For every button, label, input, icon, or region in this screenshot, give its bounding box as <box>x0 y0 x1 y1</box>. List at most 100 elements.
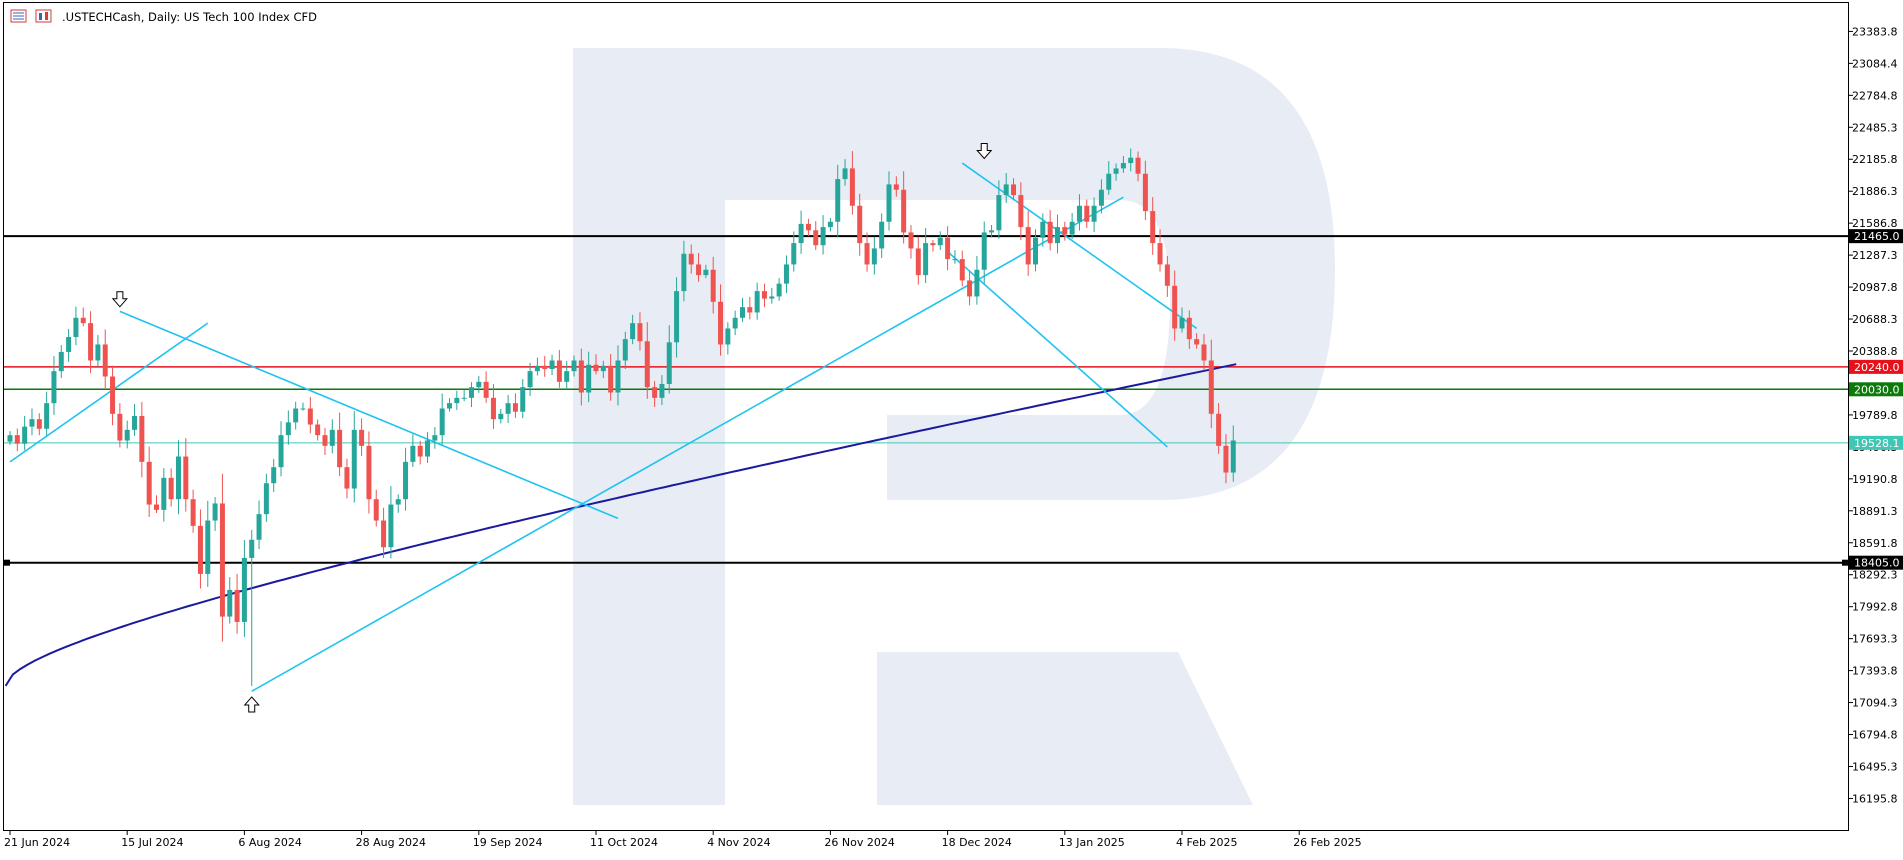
candle-body <box>967 280 973 297</box>
chart-border <box>3 2 1849 831</box>
price-tag-bg <box>1849 229 1903 244</box>
candle-body <box>80 317 86 324</box>
candle-body <box>1011 184 1017 196</box>
candle-body <box>403 461 409 500</box>
candle-body <box>154 504 159 510</box>
symbol-title: .USTECHCash, Daily: US Tech 100 Index CF… <box>62 10 317 24</box>
candle-body <box>205 520 211 574</box>
candle-body <box>659 383 665 398</box>
candle-body <box>1135 157 1141 174</box>
price-tick-label: 18292.3 <box>1852 569 1898 582</box>
candle-body <box>893 184 899 190</box>
candle-body <box>725 328 731 345</box>
candle-body <box>542 365 548 370</box>
candle-body <box>732 317 738 329</box>
candle-body <box>989 230 995 233</box>
chart-header: .USTECHCash, Daily: US Tech 100 Index CF… <box>10 9 317 24</box>
candle-body <box>227 589 233 617</box>
candle-body <box>835 179 841 222</box>
bear-candle <box>578 348 584 406</box>
candle-body <box>747 307 753 313</box>
bull-candle <box>952 250 958 264</box>
symbol-list-icon[interactable] <box>10 9 27 23</box>
bull-candle <box>871 236 877 275</box>
chart-window-icon[interactable] <box>35 9 52 23</box>
candle-body <box>132 415 138 430</box>
candle-body <box>117 413 123 441</box>
bull-candle <box>395 494 401 513</box>
price-tag: 20030.0 <box>1849 382 1903 397</box>
candle-body <box>88 323 94 361</box>
time-axis[interactable]: 21 Jun 2024 15 Jul 2024 6 Aug 2024 28 Aug 2… <box>4 830 1362 849</box>
time-tick-label: 26 Feb 2025 <box>1293 836 1361 849</box>
bull-candle <box>527 362 533 397</box>
price-axis[interactable]: 23383.8 23084.4 22784.8 22485.3 22185.8 21886… <box>1848 25 1898 805</box>
bull-candle <box>974 255 980 305</box>
candle-body <box>805 223 811 231</box>
bull-candle <box>454 390 460 411</box>
time-tick-label: 15 Jul 2024 <box>121 836 183 849</box>
bull-candle <box>989 225 995 238</box>
price-tag: 20240.0 <box>1849 359 1903 374</box>
bull-candle <box>175 440 181 515</box>
bear-candle <box>102 329 108 390</box>
candle-body <box>95 344 101 361</box>
candle-body <box>600 365 606 372</box>
candle-body <box>1076 205 1082 222</box>
bear-candle <box>688 244 694 274</box>
candle-body <box>73 317 79 338</box>
bull-candle <box>835 164 841 237</box>
candle-body <box>908 232 914 249</box>
bull-candle <box>7 431 13 445</box>
price-tick-label: 16794.8 <box>1852 729 1898 742</box>
bull-candle <box>703 264 709 279</box>
candle-body <box>710 269 716 302</box>
candle-body <box>696 264 702 276</box>
price-tick-label: 18891.3 <box>1852 505 1898 518</box>
candle-body <box>849 168 855 206</box>
candle-body <box>783 264 789 284</box>
bear-candle <box>315 419 321 441</box>
bear-candle <box>1208 339 1214 429</box>
bear-candle <box>1025 210 1031 276</box>
bull-candle <box>300 402 306 411</box>
bear-candle <box>1135 151 1141 182</box>
bear-candle <box>190 489 196 533</box>
bear-candle <box>36 413 42 436</box>
bull-candle <box>798 210 804 254</box>
bull-candle <box>29 408 35 436</box>
bull-candle <box>586 351 592 403</box>
candle-body <box>1098 189 1104 206</box>
candle-body <box>190 499 196 526</box>
candle-body <box>51 371 57 404</box>
bull-candle <box>1054 214 1060 254</box>
bull-candle <box>51 356 57 415</box>
candle-body <box>769 296 775 299</box>
candle-body <box>315 424 321 436</box>
price-tick-label: 20388.8 <box>1852 345 1898 358</box>
candle-body <box>454 397 460 404</box>
candle-body <box>688 253 694 265</box>
candle-body <box>1216 413 1222 446</box>
bull-candle <box>1040 213 1046 247</box>
bear-candle <box>893 176 899 197</box>
bull-candle <box>439 393 445 445</box>
candle-body <box>168 477 174 500</box>
candle-body <box>44 403 50 429</box>
bear-candle <box>556 349 562 388</box>
candle-body <box>1047 221 1053 244</box>
candle-body <box>520 387 526 412</box>
candle-body <box>1230 440 1236 473</box>
bear-candle <box>110 365 116 426</box>
bull-candle <box>285 410 291 445</box>
bull-candle <box>1098 179 1104 214</box>
bull-candle <box>241 540 247 637</box>
candle-body <box>945 237 951 260</box>
price-tag: 19528.1 <box>1849 435 1903 450</box>
bull-candle <box>615 345 621 406</box>
bear-candle <box>1172 270 1178 341</box>
bear-candle <box>959 250 965 287</box>
bull-candle <box>249 529 255 686</box>
